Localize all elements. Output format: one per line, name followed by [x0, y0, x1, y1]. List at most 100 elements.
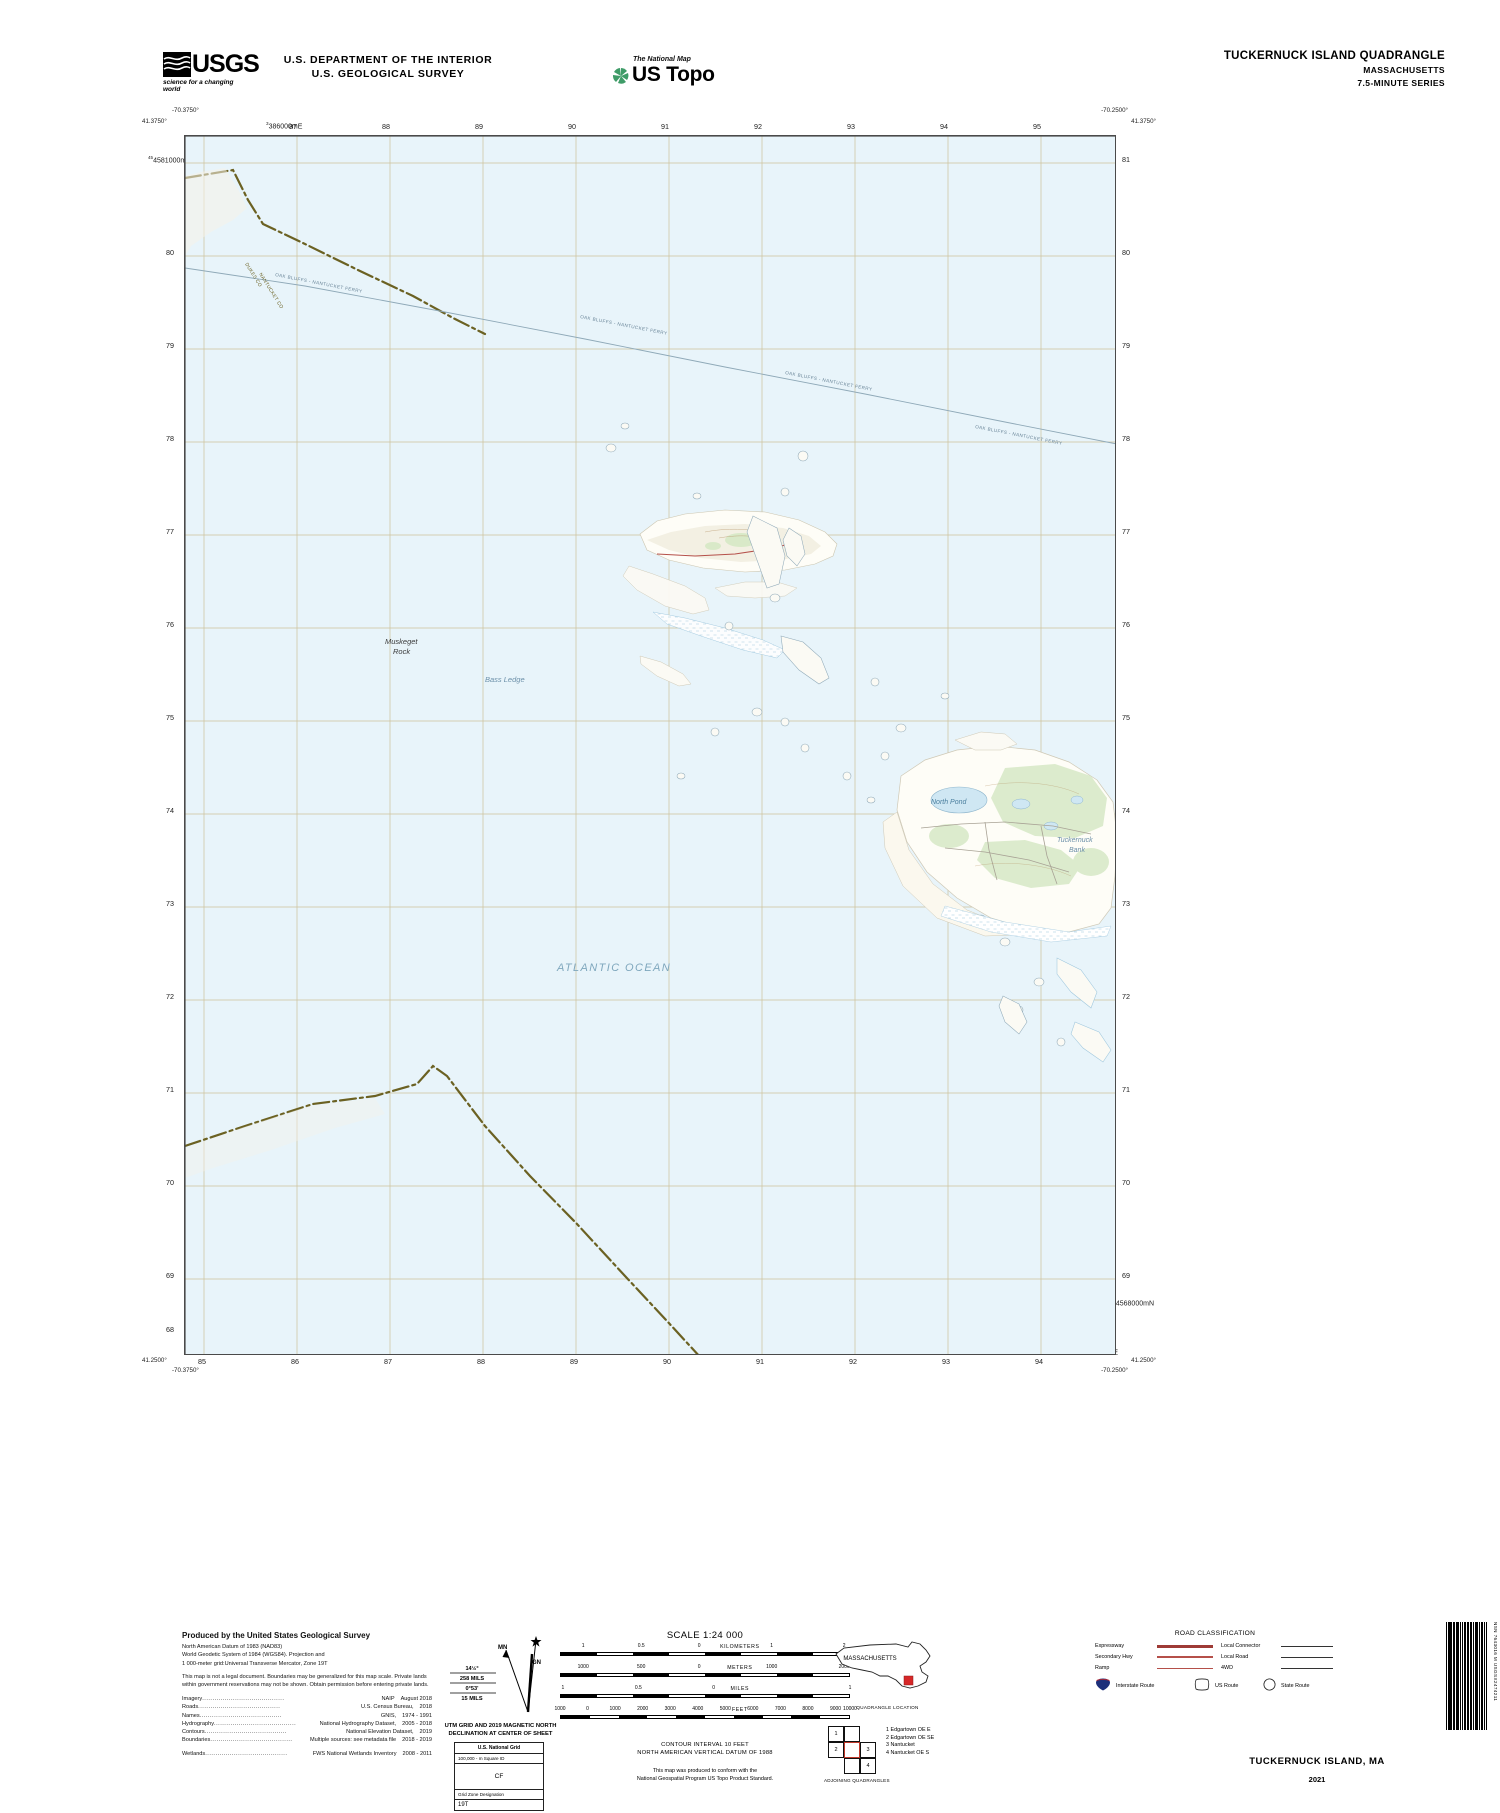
pinwheel-icon: [611, 66, 631, 86]
scale-bar-feet: 1000 0 1000 2000 3000 4000 5000 6000 7000 8000 900…: [554, 1706, 857, 1725]
road-left-swatch: [1157, 1656, 1213, 1658]
datum-line-3: 1 000-meter grid:Universal Transverse Me…: [182, 1660, 328, 1667]
grid-right-80: 80: [1122, 248, 1130, 257]
grid-top-94: 94: [940, 122, 948, 131]
road-classification-legend: ROAD CLASSIFICATION Expressway Local Conn…: [1095, 1630, 1335, 1693]
barcode-text: NSN 7643016 M USGSX2474211: [1493, 1622, 1498, 1702]
source-value: GNIS,: [380, 1712, 397, 1719]
grid-bottom-94: 94: [1035, 1357, 1043, 1366]
usgs-tagline: science for a changing world: [163, 79, 234, 93]
usng-title: U.S. National Grid: [455, 1743, 543, 1754]
grid-left-68: 68: [166, 1325, 174, 1334]
source-date: 2018: [419, 1704, 432, 1711]
grid-bottom-92: 92: [849, 1357, 857, 1366]
grid-left-73: 73: [166, 899, 174, 908]
source-list: Imagery.................................…: [182, 1695, 432, 1758]
svg-text:Rock: Rock: [393, 647, 411, 656]
scale-tick-label: 5000: [719, 1706, 731, 1712]
utm-right-northing: 454568000mN: [1111, 1298, 1154, 1308]
north-pond: [930, 786, 988, 814]
source-row: Roads...................................…: [182, 1704, 432, 1711]
barcode-bar: [1483, 1622, 1485, 1730]
source-row: Boundaries..............................…: [182, 1737, 432, 1744]
scale-tick-label: 9000: [829, 1706, 842, 1712]
road-right-label: 4WD: [1221, 1665, 1233, 1671]
barcode-bar: [1479, 1622, 1481, 1730]
scale-tick-label: 0: [712, 1685, 716, 1691]
adj-cell-3: 3: [860, 1742, 876, 1758]
scale-tick-label: 1: [848, 1685, 852, 1691]
usng-zone-label: Grid Zone Designation: [455, 1790, 543, 1800]
scale-tick-label: 1: [770, 1643, 774, 1649]
usng-subtitle: 100,000 - m Square ID: [455, 1754, 543, 1764]
grid-top-93: 93: [847, 122, 855, 131]
adj-item-1: 1 Edgartown OE E: [886, 1727, 931, 1733]
sandbar: [954, 731, 1018, 751]
grid-left-70: 70: [166, 1178, 174, 1187]
road-legend-row: Ramp 4WD: [1095, 1665, 1335, 1671]
department-line2: U.S. GEOLOGICAL SURVEY: [311, 68, 465, 80]
adj-cell-current: [844, 1742, 860, 1758]
road-left-label: Expressway: [1095, 1643, 1125, 1649]
barcode-bar: [1446, 1622, 1447, 1730]
source-label: Contours: [182, 1729, 205, 1736]
grid-left-80: 80: [166, 248, 174, 257]
state-locator: MASSACHUSETTS QUADRANGLE LOCATION: [830, 1636, 945, 1710]
barcode-bar: [1450, 1622, 1452, 1730]
map-graphic[interactable]: Muskeget Rock Bass Ledge Tuckernuck Bank…: [185, 136, 1116, 1355]
ferry-route: [185, 267, 1115, 445]
barcode-bar: [1472, 1622, 1474, 1730]
road-legend-row: Expressway Local Connector: [1095, 1643, 1335, 1649]
adj-cell-1: 1: [828, 1726, 844, 1742]
scale-tick-label: 4000: [692, 1706, 704, 1712]
scale-unit-label: KILOMETERS: [720, 1644, 760, 1650]
adjoining-list: 1 Edgartown OE E 2 Edgartown OE SE 3 Nan…: [886, 1727, 934, 1757]
road-left-swatch: [1157, 1667, 1213, 1669]
scale-tick-label: 1000: [554, 1706, 566, 1712]
scale-unit-label: FEET: [731, 1707, 748, 1713]
road-right-label: Local Connector: [1221, 1643, 1261, 1649]
adj-item-4: 4 Nantucket OE S: [886, 1749, 930, 1756]
scale-block: SCALE 1:24 000 1 0.5 0 1 2 KILOMETERS 1000 500 0…: [554, 1630, 857, 1783]
barcode-bar: [1468, 1622, 1470, 1730]
scale-tick-label: 6000: [747, 1706, 759, 1712]
declination-diagram: MN GN 14½° 258 MILS 0°53' 15 MILS: [450, 1636, 542, 1713]
scale-bar-graphic: [560, 1694, 850, 1698]
grid-left-78: 78: [166, 434, 174, 443]
route-shield-row: Interstate Route US Route State Route: [1095, 1678, 1335, 1693]
source-value: National Hydrography Dataset,: [319, 1720, 397, 1727]
state-name-label: MASSACHUSETTS: [843, 1656, 896, 1662]
source-row: Hydrography.............................…: [182, 1720, 432, 1727]
adj-cell-empty-tr: [844, 1726, 860, 1742]
barcode-bar: [1460, 1622, 1462, 1730]
road-left-label: Secondary Hwy: [1095, 1654, 1133, 1660]
grid-bottom-88: 88: [477, 1357, 485, 1366]
usng-square-id: CF: [455, 1764, 543, 1790]
scale-tick-label: 10000: [843, 1706, 857, 1712]
scale-tick-label: 1: [561, 1685, 565, 1691]
utm-grid: [185, 136, 1115, 1354]
shoals: [605, 422, 1066, 1047]
usgs-wordmark: USGS: [192, 50, 260, 78]
credits-block: Produced by the United States Geological…: [182, 1631, 432, 1759]
credits-heading: Produced by the United States Geological…: [182, 1631, 371, 1640]
grid-left-71: 71: [166, 1085, 174, 1094]
adjoining-grid: 1 2 3 4: [828, 1726, 876, 1774]
grid-right-73: 73: [1122, 899, 1130, 908]
map-neatline[interactable]: Muskeget Rock Bass Ledge Tuckernuck Bank…: [184, 135, 1116, 1355]
scale-tick-label: 7000: [774, 1706, 786, 1712]
grid-right-72: 72: [1122, 992, 1130, 1001]
barcode: [1446, 1622, 1486, 1742]
source-label: Boundaries: [182, 1737, 211, 1744]
corner-nw-lat: 41.3750°: [142, 118, 167, 125]
grid-bottom-87: 87: [384, 1357, 392, 1366]
map-panel[interactable]: 41.3750° -70.3750° 41.3750° -70.2500° 41…: [142, 107, 1156, 1374]
grid-left-76: 76: [166, 620, 174, 629]
grid-left-77: 77: [166, 527, 174, 536]
us-route-label: US Route: [1215, 1682, 1239, 1689]
source-date: August 2018: [400, 1696, 432, 1703]
source-row: Names...................................…: [182, 1712, 432, 1719]
usng-box: U.S. National Grid 100,000 - m Square ID…: [454, 1742, 544, 1811]
corner-sw-lon: -70.3750°: [172, 1367, 199, 1374]
grid-right-69: 69: [1122, 1271, 1130, 1280]
